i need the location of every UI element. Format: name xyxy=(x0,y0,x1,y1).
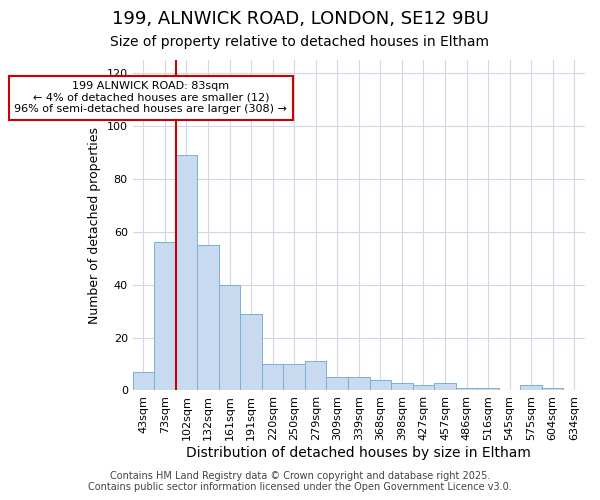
X-axis label: Distribution of detached houses by size in Eltham: Distribution of detached houses by size … xyxy=(187,446,531,460)
Bar xyxy=(305,362,326,390)
Bar xyxy=(477,388,499,390)
Bar xyxy=(370,380,391,390)
Text: 199, ALNWICK ROAD, LONDON, SE12 9BU: 199, ALNWICK ROAD, LONDON, SE12 9BU xyxy=(112,10,488,28)
Bar xyxy=(542,388,563,390)
Bar xyxy=(434,382,456,390)
Bar xyxy=(520,385,542,390)
Y-axis label: Number of detached properties: Number of detached properties xyxy=(88,126,101,324)
Text: 199 ALNWICK ROAD: 83sqm
← 4% of detached houses are smaller (12)
96% of semi-det: 199 ALNWICK ROAD: 83sqm ← 4% of detached… xyxy=(14,81,287,114)
Bar xyxy=(133,372,154,390)
Bar xyxy=(219,284,241,391)
Bar xyxy=(456,388,477,390)
Bar xyxy=(326,377,348,390)
Bar xyxy=(348,377,370,390)
Text: Contains HM Land Registry data © Crown copyright and database right 2025.
Contai: Contains HM Land Registry data © Crown c… xyxy=(88,471,512,492)
Bar xyxy=(176,155,197,390)
Bar xyxy=(413,385,434,390)
Bar xyxy=(197,245,219,390)
Text: Size of property relative to detached houses in Eltham: Size of property relative to detached ho… xyxy=(110,35,490,49)
Bar xyxy=(283,364,305,390)
Bar xyxy=(154,242,176,390)
Bar xyxy=(262,364,283,390)
Bar xyxy=(241,314,262,390)
Bar xyxy=(391,382,413,390)
